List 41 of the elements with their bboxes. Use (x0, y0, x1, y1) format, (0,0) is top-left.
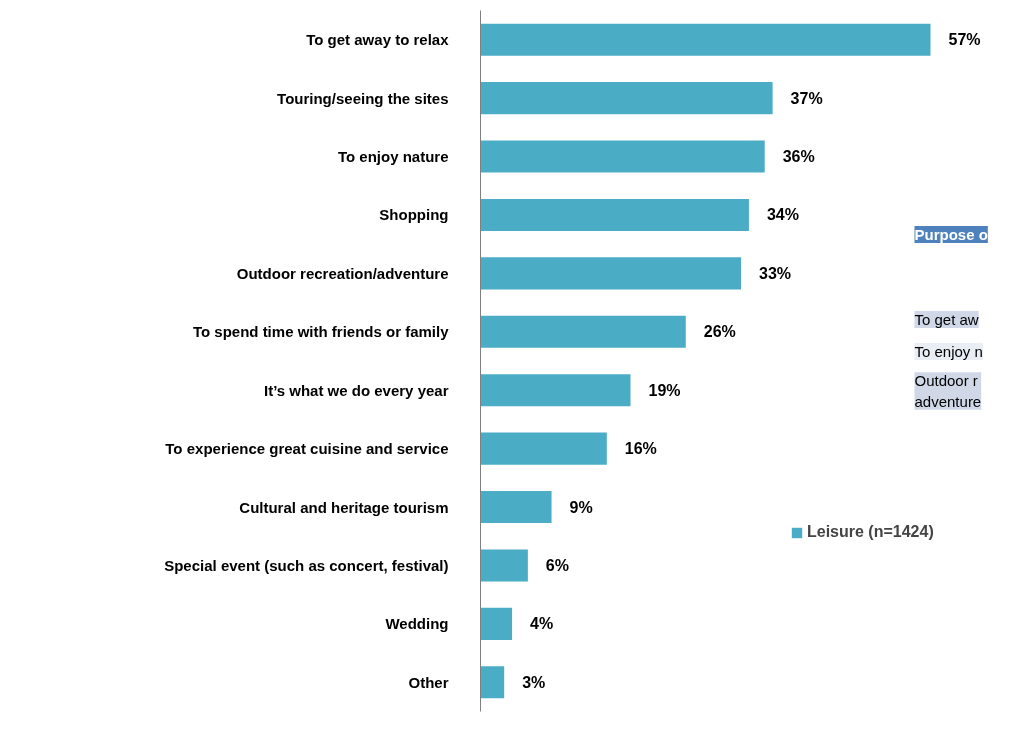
data-label: 26% (703, 323, 736, 341)
data-label: 9% (569, 498, 593, 516)
annotation: Outdoor r adventure (914, 372, 982, 410)
y-tick-label: Shopping (379, 206, 449, 224)
bar (480, 23, 931, 56)
y-tick-label: To get away to relax (306, 31, 450, 49)
bar (480, 607, 513, 640)
y-tick-label: Special event (such as concert, festival) (164, 556, 449, 574)
data-label: 6% (545, 556, 569, 574)
annotation: To get aw (914, 311, 979, 328)
y-tick-label: Cultural and heritage tourism (239, 498, 449, 516)
bar (480, 315, 686, 348)
data-label: 33% (759, 264, 792, 282)
y-tick-label: Wedding (385, 615, 449, 633)
y-tick-label: Touring/seeing the sites (277, 89, 449, 107)
data-label: 57% (948, 31, 981, 49)
y-tick-label: Other (408, 673, 449, 691)
bar (480, 432, 607, 465)
y-tick-label: To experience great cuisine and service (165, 440, 449, 458)
data-label: 34% (766, 206, 799, 224)
data-label: 3% (522, 673, 546, 691)
data-label: 4% (530, 615, 554, 633)
y-tick-label: It’s what we do every year (263, 381, 449, 399)
y-tick-label: Outdoor recreation/adventure (236, 264, 449, 282)
bar (480, 490, 552, 524)
y-tick-label: To enjoy nature (337, 148, 449, 166)
bar (480, 374, 631, 407)
data-label: 19% (648, 381, 681, 399)
data-label: 37% (790, 89, 823, 107)
data-label: 16% (624, 440, 657, 458)
y-tick-label: To spend time with friends or family (192, 323, 450, 341)
data-label: 36% (782, 148, 815, 166)
bar (480, 666, 505, 699)
bar (480, 198, 749, 232)
annotation: To enjoy n (914, 343, 983, 360)
bar (480, 549, 528, 582)
annotation: Purpose o (914, 226, 988, 243)
bar (480, 257, 742, 290)
bar (480, 82, 773, 115)
legend-label: Leisure (n=1424) (807, 523, 934, 541)
bar (480, 140, 765, 173)
